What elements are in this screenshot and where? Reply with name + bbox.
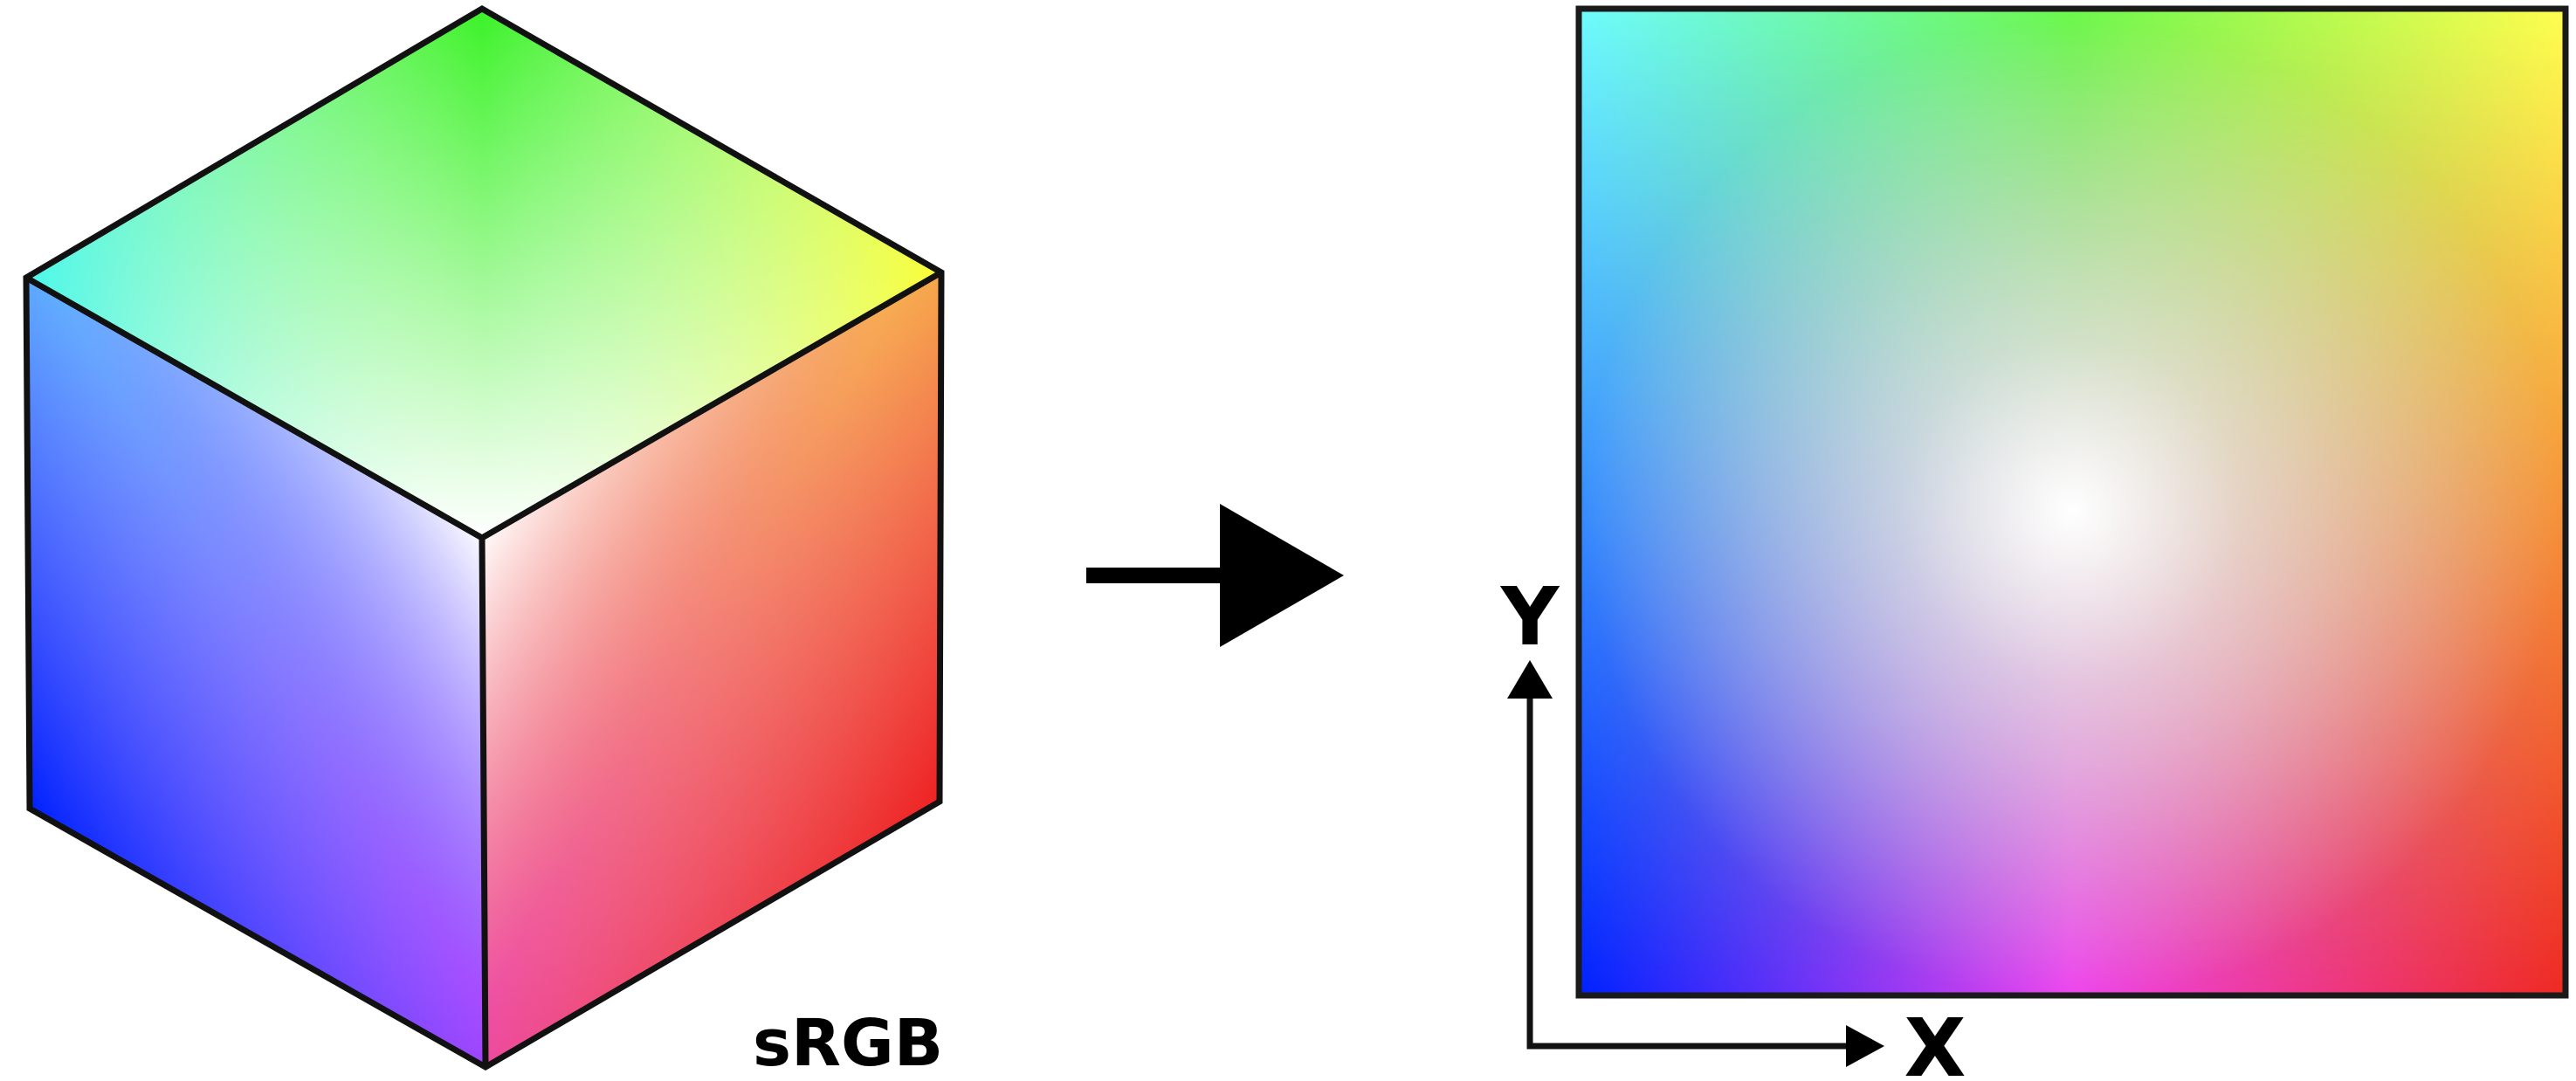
y-axis-label: Y <box>1500 570 1560 664</box>
transform-arrow-head <box>1220 504 1344 647</box>
x-axis-arrowhead <box>1846 1025 1884 1067</box>
projected-square <box>1575 5 2569 999</box>
transform-arrow-shaft <box>1086 568 1226 583</box>
cube-edges <box>23 4 945 1071</box>
axis-lines <box>1526 694 1849 1050</box>
square-center-glow <box>1579 9 2566 995</box>
srgb-cube: sRGB <box>23 4 945 1081</box>
srgb-label: sRGB <box>753 1006 943 1081</box>
transform-arrow <box>1086 504 1344 647</box>
square-border <box>1575 5 2569 999</box>
xy-axes: Y X <box>1500 570 1966 1081</box>
y-axis-arrowhead <box>1507 660 1553 699</box>
cube-right-face-overlay <box>482 272 941 1067</box>
x-axis-label: X <box>1904 1002 1966 1081</box>
